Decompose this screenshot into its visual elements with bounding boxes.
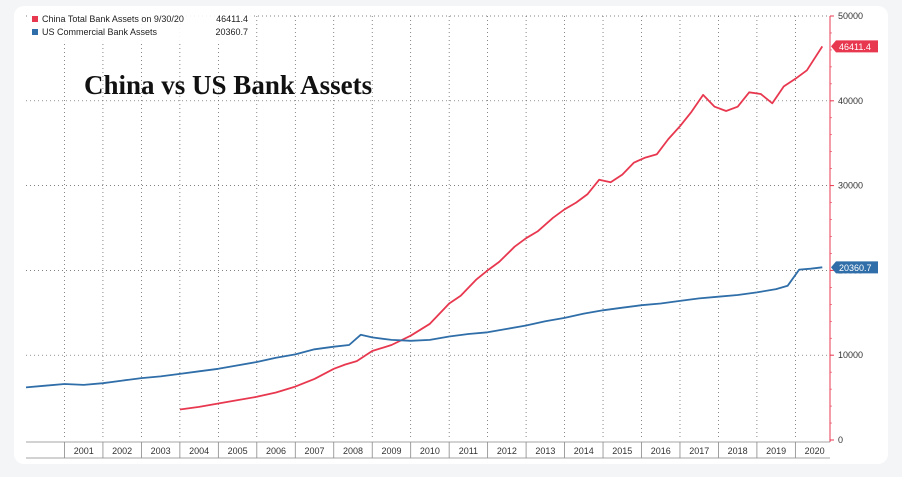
legend-series-value: 20360.7	[215, 27, 248, 37]
y-tick-label: 40000	[838, 96, 863, 106]
chart-title: China vs US Bank Assets	[84, 70, 372, 100]
legend-swatch	[32, 16, 38, 22]
x-tick-label: 2001	[74, 446, 94, 456]
series-line-china	[179, 45, 824, 411]
last-value-tag	[831, 40, 878, 53]
labels: 46411.4 20360.7	[831, 40, 878, 274]
y-tick-label: 10000	[838, 350, 863, 360]
grid	[26, 15, 830, 440]
x-tick-label: 2004	[189, 446, 209, 456]
x-tick-label: 2018	[728, 446, 748, 456]
last-value-label: 20360.7	[839, 263, 872, 273]
x-tick-label: 2005	[228, 446, 248, 456]
y-tick-label: 30000	[838, 181, 863, 191]
last-value-label: 46411.4	[839, 42, 871, 52]
image-card	[14, 6, 888, 464]
x-tick-label: 2014	[574, 446, 594, 456]
legend-series-name: China Total Bank Assets on 9/30/20	[42, 14, 184, 24]
series-line-us	[25, 266, 823, 389]
x-tick-label: 2016	[651, 446, 671, 456]
x-tick-label: 2010	[420, 446, 440, 456]
x-tick-label: 2017	[689, 446, 709, 456]
x-tick-label: 2019	[766, 446, 786, 456]
series	[25, 45, 824, 411]
legend-series-name: US Commercial Bank Assets	[42, 27, 158, 37]
x-tick-label: 2002	[112, 446, 132, 456]
legend-box	[30, 13, 252, 43]
x-tick-label: 2006	[266, 446, 286, 456]
x-tick-label: 2013	[535, 446, 555, 456]
y-tick-label: 0	[838, 435, 843, 445]
x-tick-label: 2007	[305, 446, 325, 456]
legend: China Total Bank Assets on 9/30/20 46411.…	[30, 13, 252, 43]
x-tick-label: 2009	[381, 446, 401, 456]
y-tick-label: 50000	[838, 11, 863, 21]
legend-series-value: 46411.4	[216, 14, 248, 24]
legend-swatch	[32, 29, 38, 35]
last-value-tag	[831, 261, 878, 274]
x-tick-label: 2003	[151, 446, 171, 456]
x-tick-label: 2015	[612, 446, 632, 456]
x-tick-label: 2011	[459, 446, 478, 456]
x-tick-label: 2008	[343, 446, 363, 456]
x-tick-label: 2020	[805, 446, 825, 456]
x-tick-label: 2012	[497, 446, 517, 456]
